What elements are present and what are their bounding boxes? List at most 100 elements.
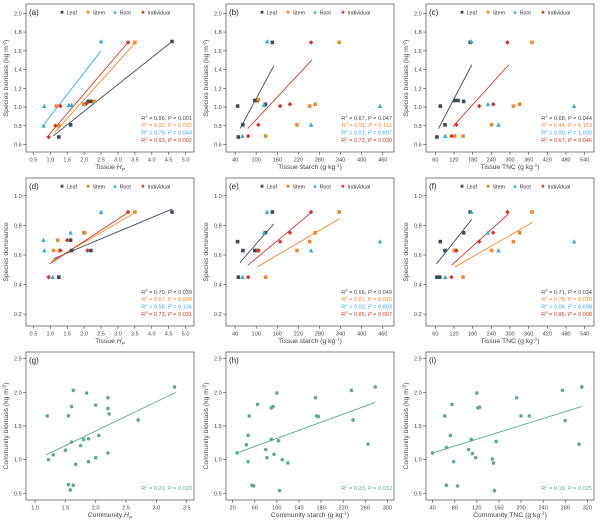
- root-data-point: [240, 274, 245, 280]
- x-tick-label: 240: [487, 332, 496, 338]
- y-tick-label: 0.8: [414, 223, 422, 229]
- leaf-data-point: [235, 104, 240, 108]
- x-tick-label: 4.5: [165, 158, 173, 164]
- individual-data-point: [46, 274, 51, 280]
- root-data-point: [308, 122, 314, 127]
- y-tick-label: 1.0: [414, 105, 422, 111]
- stats-leaf: R2 = 0.96, P = 0.001: [141, 114, 192, 122]
- community-data-point: [430, 451, 435, 455]
- legend-label-root: Root: [320, 10, 332, 16]
- leaf-legend-marker: [260, 10, 264, 14]
- stats-leaf: R2 = 0.67, P = 0.047: [341, 114, 392, 122]
- x-tick-label: 2.5: [122, 506, 130, 512]
- root-data-point: [41, 237, 46, 243]
- community-data-point: [373, 385, 378, 389]
- x-tick-label: 340: [336, 158, 345, 164]
- stem-data-point: [461, 134, 465, 138]
- individual-legend-marker: [341, 10, 345, 15]
- leaf-legend-marker: [460, 10, 464, 14]
- root-data-point: [41, 103, 47, 109]
- community-data-point: [475, 391, 479, 395]
- y-tick-label: 1.4: [414, 68, 422, 74]
- stats-root: R2 = 0.01, P = 0.897: [341, 128, 392, 136]
- y-axis: 0.5 1.0 1.5 2.0 2.5: [414, 357, 426, 497]
- y-tick-label: 2.0: [414, 11, 422, 17]
- root-legend-marker: [513, 184, 517, 188]
- x-axis: 40 100 160 220 280 340 400 460: [232, 326, 387, 338]
- individual-data-point: [490, 230, 496, 236]
- panel-h: 20 60 100 140 180 220 260 300 0.5 1.0 1.5 2.0 2.5 Com…: [201, 351, 395, 519]
- panel-letter: (h): [229, 356, 239, 365]
- community-data-point: [563, 418, 568, 423]
- community-data-point: [63, 448, 68, 453]
- root-data-point: [496, 248, 501, 253]
- root-data-point: [264, 209, 270, 214]
- panel-letter: (c): [429, 8, 439, 17]
- legend-label-individual: Individual: [348, 184, 371, 190]
- regression-lines: [49, 208, 173, 265]
- stats-individual: R2 = 0.93, P = 0.002: [141, 136, 192, 144]
- root-data-point: [264, 39, 270, 44]
- individual-legend-marker: [541, 184, 545, 189]
- leaf-regression-line: [52, 41, 173, 137]
- community-data-point: [66, 414, 71, 418]
- community-data-point: [263, 447, 268, 452]
- y-tick-label: 0.8: [214, 124, 222, 130]
- root-data-point: [261, 102, 267, 108]
- data-points: [430, 385, 584, 493]
- leaf-data-point: [253, 98, 257, 103]
- x-tick-label: 200: [516, 506, 525, 512]
- y-tick-label: 1.0: [214, 194, 222, 200]
- panel-letter: (g): [29, 356, 39, 365]
- x-tick-label: 240: [487, 158, 496, 164]
- individual-data-point: [449, 274, 454, 280]
- root-data-point: [496, 122, 501, 127]
- x-tick-label: 540: [580, 158, 589, 164]
- stats-root: R2 = 0.06, P = 0.698: [541, 302, 592, 310]
- community-data-point: [313, 395, 318, 400]
- leaf-regression-line: [438, 64, 473, 129]
- community-data-point: [280, 457, 285, 462]
- x-axis: 0.5 1.0 1.5 2.0 2.5 3.0 3.5 4.0 4.5 5.0: [30, 152, 190, 164]
- legend-label-leaf: Leaf: [467, 10, 478, 16]
- stem-data-point: [337, 210, 341, 214]
- x-tick-label: 2.0: [92, 506, 100, 512]
- y-tick-label: 2.0: [14, 390, 22, 396]
- community-data-point: [366, 442, 370, 446]
- x-tick-label: 3.5: [183, 506, 191, 512]
- plot-border: [25, 3, 195, 153]
- stats-stem: R2 = 0.44, P = 0.153: [541, 121, 592, 129]
- stats-stem: R2 = 0.67, P = 0.048: [141, 295, 192, 303]
- legend-label-stem: Stem: [293, 184, 306, 190]
- x-tick-label: 5.0: [182, 158, 190, 164]
- data-points: [41, 39, 174, 140]
- x-tick-label: 300: [383, 506, 392, 512]
- community-data-point: [491, 461, 496, 465]
- legend-label-stem: Stem: [93, 184, 106, 190]
- x-tick-label: 3.0: [114, 158, 122, 164]
- panel-b: 40 100 160 220 280 340 400 460 0.6 0.8 1.0 1.2 1.4 1.…: [201, 3, 395, 171]
- y-tick-label: 1.4: [14, 68, 22, 74]
- community-data-point: [255, 402, 260, 407]
- leaf-data-point: [270, 40, 275, 45]
- root-data-point: [485, 101, 491, 107]
- y-axis: 0.5 1.0 1.5 2.0 2.5: [14, 357, 26, 497]
- x-tick-label: 160: [494, 506, 503, 512]
- community-data-point: [51, 453, 56, 457]
- y-tick-label: 1.2: [14, 86, 22, 92]
- leaf-data-point: [263, 230, 268, 235]
- stats-annotations: R2 = 0.23, P = 0.012: [341, 484, 392, 492]
- leaf-data-point: [443, 123, 447, 127]
- x-tick-label: 5.0: [182, 332, 190, 338]
- individual-data-point: [245, 133, 251, 139]
- root-data-point: [485, 230, 491, 235]
- leaf-legend-marker: [260, 184, 264, 188]
- y-axis-label: Species dominance: [203, 222, 210, 282]
- root-data-point: [442, 274, 448, 280]
- x-tick-label: 1.0: [31, 506, 39, 512]
- legend-label-leaf: Leaf: [267, 184, 278, 190]
- stem-legend-marker: [86, 184, 90, 188]
- individual-data-point: [490, 101, 496, 107]
